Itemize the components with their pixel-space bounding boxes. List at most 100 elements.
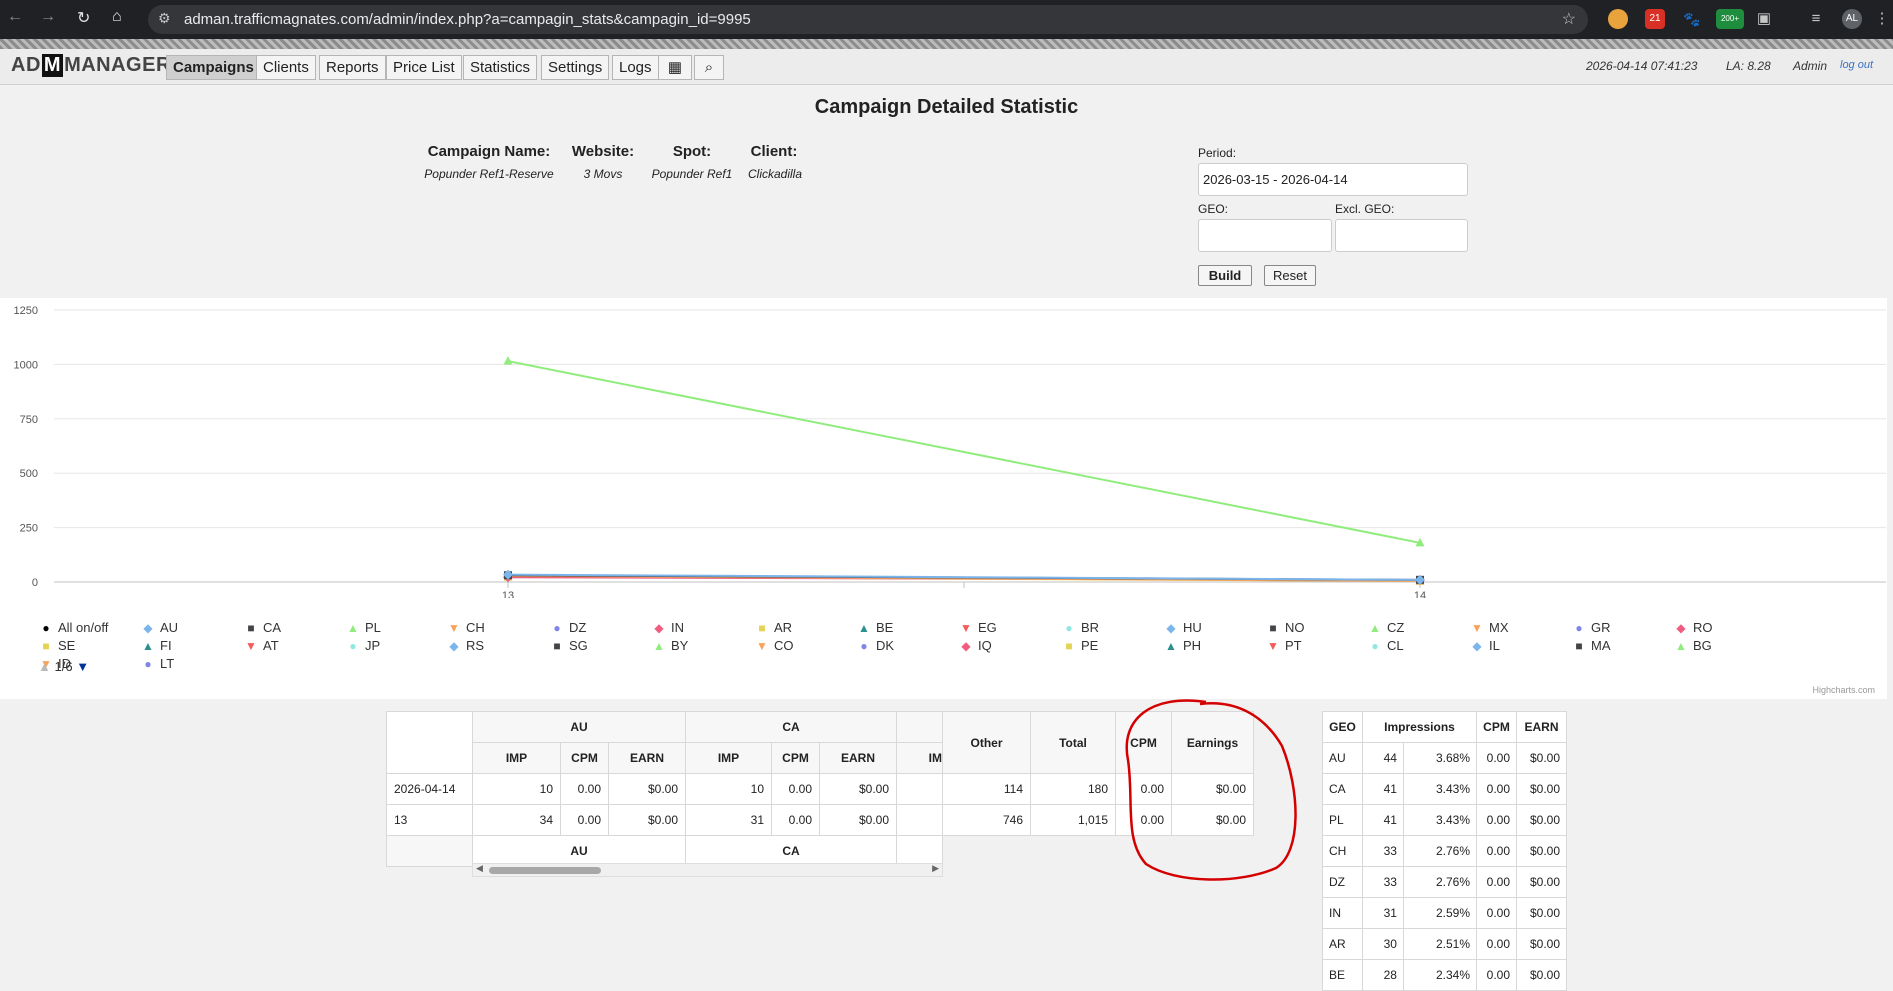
legend-item-id[interactable]: ▼ ID: [38, 656, 71, 671]
menu-kebab-icon[interactable]: ⋮: [1874, 10, 1890, 27]
legend-item-co[interactable]: ▼ CO: [754, 638, 793, 653]
geo-code: BE: [1322, 959, 1363, 991]
legend-item-pt[interactable]: ▼ PT: [1265, 638, 1302, 653]
legend-item-eg[interactable]: ▼ EG: [958, 620, 997, 635]
nav-settings[interactable]: Settings: [541, 55, 610, 80]
scroll-right-icon[interactable]: ▶: [932, 863, 939, 873]
legend-item-pe[interactable]: ■ PE: [1061, 638, 1098, 653]
legend-item-at[interactable]: ▼ AT: [243, 638, 279, 653]
legend-item-ph[interactable]: ▲ PH: [1163, 638, 1201, 653]
legend-item-hu[interactable]: ◆ HU: [1163, 620, 1201, 635]
extension-counter-icon[interactable]: 200+: [1716, 9, 1744, 29]
legend-item-il[interactable]: ◆ IL: [1469, 638, 1499, 653]
legend-item-ch[interactable]: ▼ CH: [446, 620, 485, 635]
nav-logs[interactable]: Logs: [612, 55, 659, 80]
legend-item-by[interactable]: ▲ BY: [651, 638, 688, 653]
cell-total: 180: [1030, 773, 1116, 805]
excl-geo-input[interactable]: [1335, 219, 1468, 252]
legend-all-toggle[interactable]: ● All on/off: [38, 620, 108, 635]
legend-prev-icon[interactable]: ▲: [38, 659, 51, 674]
geo-row: BE 28 2.34% 0.00 $0.00: [1322, 959, 1567, 991]
cell-ca-cpm: 0.00: [771, 804, 820, 836]
legend-item-au[interactable]: ◆ AU: [140, 620, 178, 635]
legend-item-cz[interactable]: ▲ CZ: [1367, 620, 1404, 635]
impressions-header: Impressions: [1362, 711, 1477, 743]
legend-item-ar[interactable]: ■ AR: [754, 620, 792, 635]
campaign-name-value: Popunder Ref1-Reserve: [424, 167, 554, 181]
legend-item-lt[interactable]: ● LT: [140, 656, 174, 671]
geo-row: DZ 33 2.76% 0.00 $0.00: [1322, 866, 1567, 898]
legend-item-in[interactable]: ◆ IN: [651, 620, 684, 635]
ca-earn-header: EARN: [819, 742, 897, 774]
home-icon[interactable]: ⌂: [112, 8, 122, 25]
cell-au-cpm: 0.00: [560, 804, 609, 836]
profile-avatar[interactable]: AL: [1842, 9, 1862, 29]
geo-row: CH 33 2.76% 0.00 $0.00: [1322, 835, 1567, 867]
legend-item-bg[interactable]: ▲ BG: [1673, 638, 1712, 653]
legend-label: BY: [671, 638, 689, 653]
footer-corner: [386, 835, 473, 867]
back-icon[interactable]: ←: [7, 8, 23, 25]
legend-item-mx[interactable]: ▼ MX: [1469, 620, 1508, 635]
reading-list-icon[interactable]: ≡: [1811, 10, 1821, 27]
logo[interactable]: AD M MANAGER: [11, 54, 171, 77]
nav-statistics[interactable]: Statistics: [463, 55, 538, 80]
search-icon[interactable]: ⌕: [694, 55, 724, 80]
chart-credits[interactable]: Highcharts.com: [1812, 685, 1875, 695]
nav-price-list[interactable]: Price List: [386, 55, 462, 80]
reset-button[interactable]: Reset: [1264, 265, 1316, 286]
legend-item-br[interactable]: ● BR: [1061, 620, 1099, 635]
legend-item-se[interactable]: ■ SE: [38, 638, 75, 653]
geo-impressions: 30: [1362, 928, 1404, 960]
legend-next-icon[interactable]: ▼: [76, 659, 90, 674]
legend-item-be[interactable]: ▲ BE: [856, 620, 893, 635]
nav-campaigns[interactable]: Campaigns: [166, 55, 261, 80]
extension-calendar-icon[interactable]: 21: [1645, 9, 1665, 29]
au-cpm-header: CPM: [560, 742, 609, 774]
legend-item-iq[interactable]: ◆ IQ: [958, 638, 991, 653]
nav-reports[interactable]: Reports: [319, 55, 386, 80]
legend-label: IN: [671, 620, 684, 635]
site-info-icon[interactable]: ⚙: [158, 10, 171, 26]
geo-impressions: 33: [1362, 866, 1404, 898]
build-button[interactable]: Build: [1198, 265, 1252, 286]
legend-item-sg[interactable]: ■ SG: [549, 638, 587, 653]
legend-item-no[interactable]: ■ NO: [1265, 620, 1304, 635]
period-input[interactable]: 2026-03-15 - 2026-04-14: [1198, 163, 1468, 196]
scroll-left-icon[interactable]: ◀: [476, 863, 483, 873]
legend-item-ca[interactable]: ■ CA: [243, 620, 281, 635]
nav-clients[interactable]: Clients: [256, 55, 316, 80]
address-bar[interactable]: ⚙ adman.trafficmagnates.com/admin/index.…: [148, 5, 1588, 34]
geo-cpm: 0.00: [1476, 773, 1517, 805]
legend-item-fi[interactable]: ▲ FI: [140, 638, 172, 653]
row-date: 13: [386, 804, 473, 836]
legend-item-jp[interactable]: ● JP: [345, 638, 380, 653]
extension-paw-icon[interactable]: 🐾: [1682, 9, 1702, 29]
table-horizontal-scrollbar[interactable]: ◀ ▶: [472, 863, 943, 877]
legend-item-ro[interactable]: ◆ RO: [1673, 620, 1712, 635]
legend-symbol-icon: ▲: [142, 639, 154, 653]
legend-item-ma[interactable]: ■ MA: [1571, 638, 1610, 653]
scrollbar-thumb[interactable]: [489, 867, 601, 874]
data-point: [1415, 574, 1425, 585]
legend-item-gr[interactable]: ● GR: [1571, 620, 1610, 635]
logout-link[interactable]: log out: [1840, 59, 1874, 71]
geo-code: IN: [1322, 897, 1363, 929]
legend-item-dk[interactable]: ● DK: [856, 638, 894, 653]
legend-label: SE: [58, 638, 76, 653]
legend-item-dz[interactable]: ● DZ: [549, 620, 586, 635]
legend-item-rs[interactable]: ◆ RS: [446, 638, 484, 653]
y-tick-label: 750: [20, 414, 38, 426]
legend-item-pl[interactable]: ▲ PL: [345, 620, 381, 635]
extensions-puzzle-icon[interactable]: ▣: [1756, 10, 1772, 27]
geo-input[interactable]: [1198, 219, 1332, 252]
cell-ca-imp: 10: [685, 773, 772, 805]
calendar-icon[interactable]: ▦: [658, 55, 692, 80]
bookmark-star-icon[interactable]: ☆: [1561, 11, 1576, 28]
legend-item-cl[interactable]: ● CL: [1367, 638, 1403, 653]
extension-chrome-icon[interactable]: [1608, 9, 1628, 29]
geo-cpm: 0.00: [1476, 866, 1517, 898]
forward-icon[interactable]: →: [40, 8, 56, 25]
reload-icon[interactable]: ↻: [77, 10, 91, 27]
legend-label: AT: [263, 638, 279, 653]
